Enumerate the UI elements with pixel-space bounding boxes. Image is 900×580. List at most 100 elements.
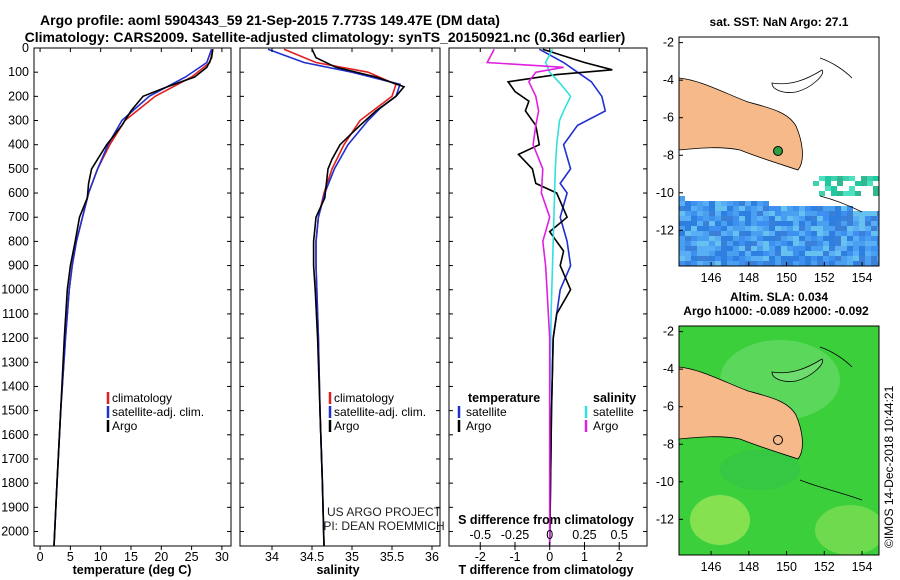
sst-cell [847,236,853,241]
sst-cell [829,246,835,251]
legend-t-satellite: satellite [466,405,507,419]
sst-cell [721,201,727,206]
sst-cell [691,236,697,241]
sst-cell [733,201,739,206]
sst-cell [685,211,691,216]
sst-cell [739,211,745,216]
map-y-tick-label: -2 [663,325,674,339]
sst-cell [793,221,799,226]
sst-cell [697,206,703,211]
sst-cell [751,226,757,231]
sst-cell [853,251,859,256]
sst-cell [691,211,697,216]
sst-cell [745,241,751,246]
sst-cell [703,201,709,206]
map-y-tick-label: -10 [656,186,674,200]
sst-cell [811,256,817,261]
sst-cell [841,246,847,251]
sst-cell [691,216,697,221]
sst-cell [877,241,879,246]
sst-cell [811,211,817,216]
sst-cell [721,226,727,231]
x-tick-label: 34.5 [300,550,324,564]
sst-cell-shelf [867,176,873,181]
sst-cell-shelf [849,186,855,191]
sst-cell [703,206,709,211]
sst-cell [835,241,841,246]
sst-cell [763,216,769,221]
depth-tick-label: 100 [8,65,29,79]
sst-cell [805,206,811,211]
map-x-tick-label: 150 [776,560,797,574]
map-y-tick-label: -12 [656,512,674,526]
sst-cell-shelf [843,176,849,181]
sst-cell [805,251,811,256]
sst-cell [775,256,781,261]
sst-cell [835,261,841,266]
depth-tick-label: 200 [8,89,29,103]
sst-cell [739,236,745,241]
sst-cell [757,201,763,206]
sst-cell [787,216,793,221]
sst-cell [793,206,799,211]
sla-map-frame [678,325,880,556]
sst-cell [835,206,841,211]
sst-cell-shelf [855,191,861,196]
sst-cell-shelf [825,176,831,181]
sst-cell [745,261,751,266]
sst-cell [727,206,733,211]
sst-cell [703,231,709,236]
legend-argo: Argo [334,419,360,433]
sla-map [679,326,879,555]
sst-cell [721,206,727,211]
sst-cell [811,236,817,241]
sst-cell [727,211,733,216]
sst-cell [769,206,775,211]
axes-layer: 0 5 10 15 20 25 30 34 34.5 35 35.5 36 -2 -1 0 1 2 -0.5 -0.… [1,41,647,564]
sst-cell [787,256,793,261]
sst-cell [835,256,841,261]
map-x-tick-label: 148 [738,560,759,574]
legend-satellite: satellite-adj. clim. [334,405,426,419]
sst-cell [745,206,751,211]
sst-cell [865,216,871,221]
sst-cell [811,231,817,236]
sst-cell [787,226,793,231]
sst-cell [697,211,703,216]
sst-cell [829,236,835,241]
salinity-xlabel: salinity [316,563,359,577]
sst-cell [847,206,853,211]
sst-new-britain [771,69,824,93]
sst-cell [679,256,685,261]
series-temperature-argo [506,48,613,546]
map-y-tick-label: -8 [663,437,674,451]
sst-cell [751,261,757,266]
sst-cell [865,236,871,241]
sst-cell [739,231,745,236]
sst-cell [763,201,769,206]
x-tick-label: 1 [581,550,588,564]
sst-cell [799,251,805,256]
sst-cell [739,216,745,221]
sst-cell [685,261,691,266]
sst-cell-shelf [855,181,861,186]
sst-cell [859,256,865,261]
sst-cell-shelf [849,191,855,196]
sst-cell [829,221,835,226]
sst-cell-shelf [813,181,819,186]
sst-cell [721,241,727,246]
sst-cell [805,216,811,221]
sst-cell [805,231,811,236]
sst-cell [817,226,823,231]
sst-cell [691,251,697,256]
sst-cell [781,246,787,251]
sst-cell [853,221,859,226]
sst-cell [733,226,739,231]
series-climatology [53,49,214,546]
sst-cell [715,216,721,221]
x-tick-label: 20 [154,550,168,564]
sla-argo-marker [773,435,783,445]
sst-cell-shelf [867,181,873,186]
sst-cell [847,226,853,231]
sla-map-title-1: Altim. SLA: 0.034 [730,290,828,304]
